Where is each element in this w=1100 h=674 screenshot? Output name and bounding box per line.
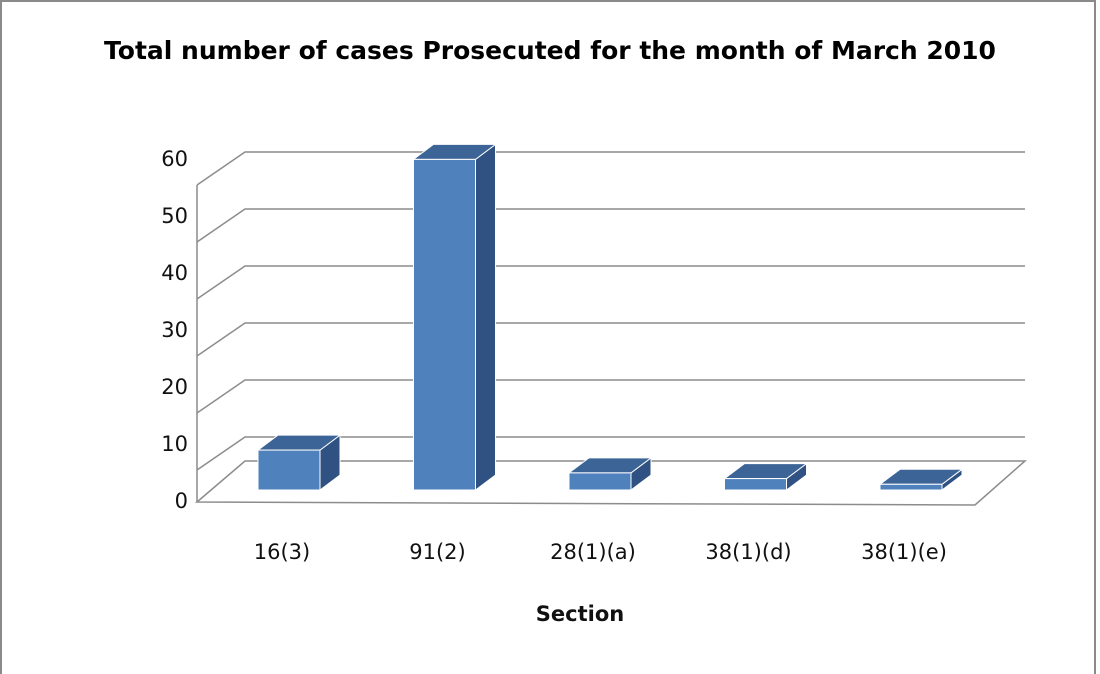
y-tick-label: 20: [161, 375, 188, 399]
grid-line: [196, 265, 1025, 300]
grid-line: [196, 436, 1025, 471]
grid-line: [196, 322, 1025, 357]
x-tick-label: 91(2): [409, 540, 465, 564]
x-tick-label: 28(1)(a): [550, 540, 636, 564]
x-tick-label: 38(1)(d): [705, 540, 791, 564]
y-tick-label: 60: [161, 147, 188, 171]
bar: [568, 472, 632, 491]
bar: [413, 158, 476, 491]
bar: [879, 483, 943, 491]
bar-side: [475, 143, 496, 491]
grid-line: [196, 208, 1025, 243]
y-tick-label: 40: [161, 261, 188, 285]
y-tick-label: 0: [175, 489, 188, 513]
x-tick-label: 16(3): [254, 540, 310, 564]
x-tick-label: 38(1)(e): [861, 540, 947, 564]
chart-title: Total number of cases Prosecuted for the…: [104, 36, 996, 65]
y-tick-label: 30: [161, 318, 188, 342]
y-tick-label: 50: [161, 204, 188, 228]
grid-line: [196, 151, 1025, 186]
bar: [257, 449, 321, 491]
grid-line: [196, 379, 1025, 414]
bar: [724, 478, 787, 491]
x-axis-title: Section: [536, 602, 624, 626]
y-tick-label: 10: [161, 432, 188, 456]
